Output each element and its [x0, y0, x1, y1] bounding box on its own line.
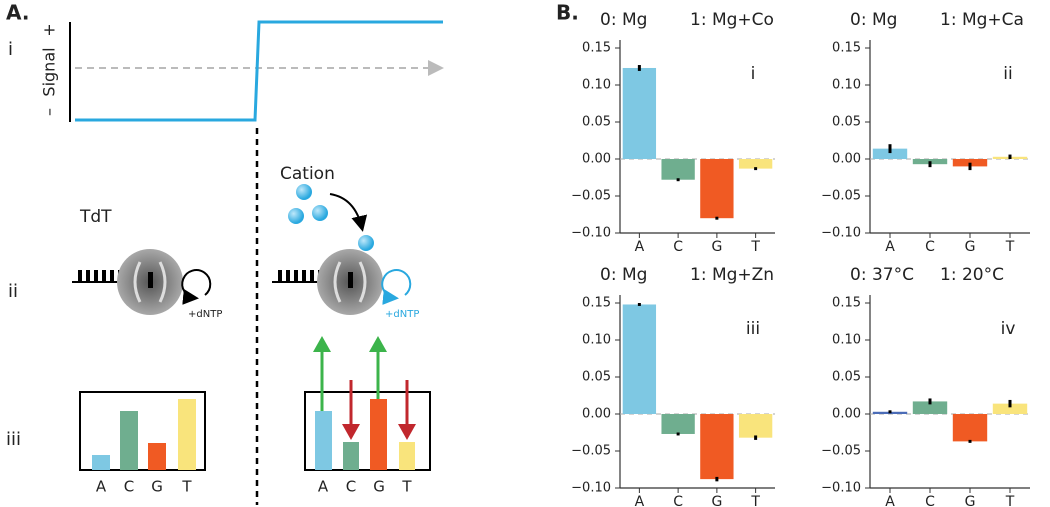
- enzyme-label: TdT: [79, 207, 112, 227]
- base-label: G: [373, 478, 385, 496]
- bar: [738, 159, 773, 169]
- y-tick-label: 0.00: [832, 152, 861, 167]
- y-tick-label: −0.10: [821, 226, 861, 241]
- x-tick-label: A: [635, 239, 645, 255]
- panel-a: A. i ii iii Signal + – TdT +dNTP Cation: [6, 1, 444, 505]
- enzyme-right: +dNTP: [272, 184, 419, 320]
- x-tick-label: A: [885, 239, 895, 255]
- base-label: C: [346, 478, 356, 496]
- bar: [872, 148, 908, 159]
- y-tick-label: 0.00: [582, 152, 611, 167]
- y-tick-label: −0.05: [821, 444, 861, 459]
- bar: [992, 403, 1028, 414]
- y-tick-label: 0.00: [582, 407, 611, 422]
- row-label: ii: [8, 281, 18, 302]
- y-tick-label: 0.15: [832, 296, 861, 311]
- y-tick-label: 0.00: [832, 407, 861, 422]
- y-tick-label: 0.15: [582, 41, 611, 56]
- substrate-label: +dNTP: [188, 309, 222, 320]
- panel-label: A.: [6, 1, 29, 25]
- base-label: A: [318, 478, 329, 496]
- condition-label: 0: Mg: [600, 265, 647, 285]
- condition-label: 1: Mg+Zn: [690, 265, 774, 285]
- y-tick-label: 0.15: [582, 296, 611, 311]
- base-label: T: [181, 478, 192, 496]
- x-tick-label: T: [1005, 239, 1015, 255]
- chart-label: iii: [746, 319, 760, 339]
- condition-label: 1: Mg+Ca: [940, 10, 1024, 30]
- y-tick-label: −0.10: [821, 481, 861, 496]
- y-tick-label: −0.10: [571, 481, 611, 496]
- panel-label: B.: [556, 1, 579, 25]
- condition-label: 0: 37°C: [850, 265, 914, 285]
- bar: [622, 304, 657, 414]
- bar: [700, 159, 734, 219]
- signal-label: Signal: [40, 47, 59, 96]
- bar: [700, 414, 734, 480]
- x-tick-label: A: [635, 494, 645, 507]
- y-tick-label: −0.10: [571, 226, 611, 241]
- bar: [661, 414, 695, 434]
- row-label: i: [8, 39, 13, 60]
- base-label: C: [124, 478, 134, 496]
- x-tick-label: T: [750, 239, 760, 255]
- x-tick-label: C: [925, 239, 935, 255]
- condition-label: 0: Mg: [600, 10, 647, 30]
- condition-label: 0: Mg: [850, 10, 897, 30]
- y-tick-label: 0.05: [582, 370, 611, 385]
- condition-label: 1: 20°C: [940, 265, 1004, 285]
- x-tick-label: G: [711, 239, 722, 255]
- bar: [952, 414, 988, 442]
- y-tick-label: 0.10: [582, 333, 611, 348]
- y-tick-label: 0.10: [582, 78, 611, 93]
- y-tick-label: 0.10: [832, 333, 861, 348]
- x-tick-label: T: [1005, 494, 1015, 507]
- signal-trace: [75, 20, 443, 122]
- x-tick-label: T: [750, 494, 760, 507]
- bar: [738, 414, 773, 438]
- x-tick-label: C: [925, 494, 935, 507]
- row-label: iii: [6, 429, 21, 450]
- y-tick-label: 0.15: [832, 41, 861, 56]
- y-tick-label: 0.05: [832, 115, 861, 130]
- bar: [622, 67, 657, 159]
- schematic-left: A C G T: [79, 391, 206, 496]
- y-tick-label: −0.05: [821, 189, 861, 204]
- schematic-right: A C G T: [304, 336, 431, 496]
- x-tick-label: G: [965, 494, 976, 507]
- bar: [661, 159, 695, 180]
- y-tick-label: −0.05: [571, 444, 611, 459]
- cation-label: Cation: [280, 164, 335, 184]
- y-tick-label: 0.05: [582, 115, 611, 130]
- x-tick-label: C: [673, 494, 683, 507]
- x-tick-label: G: [711, 494, 722, 507]
- x-tick-label: C: [673, 239, 683, 255]
- chart-label: i: [751, 64, 756, 84]
- enzyme-left: +dNTP: [72, 249, 222, 320]
- base-label: T: [401, 478, 412, 496]
- x-tick-label: A: [885, 494, 895, 507]
- minus: –: [40, 108, 59, 116]
- plus: +: [40, 23, 59, 36]
- bar: [912, 401, 948, 414]
- chart-label: ii: [1003, 64, 1012, 84]
- x-tick-label: G: [965, 239, 976, 255]
- condition-label: 1: Mg+Co: [690, 10, 774, 30]
- base-label: G: [151, 478, 163, 496]
- base-label: A: [96, 478, 107, 496]
- chart-label: iv: [1001, 319, 1016, 339]
- y-tick-label: 0.10: [832, 78, 861, 93]
- y-tick-label: 0.05: [832, 370, 861, 385]
- substrate-label: +dNTP: [385, 309, 419, 320]
- y-tick-label: −0.05: [571, 189, 611, 204]
